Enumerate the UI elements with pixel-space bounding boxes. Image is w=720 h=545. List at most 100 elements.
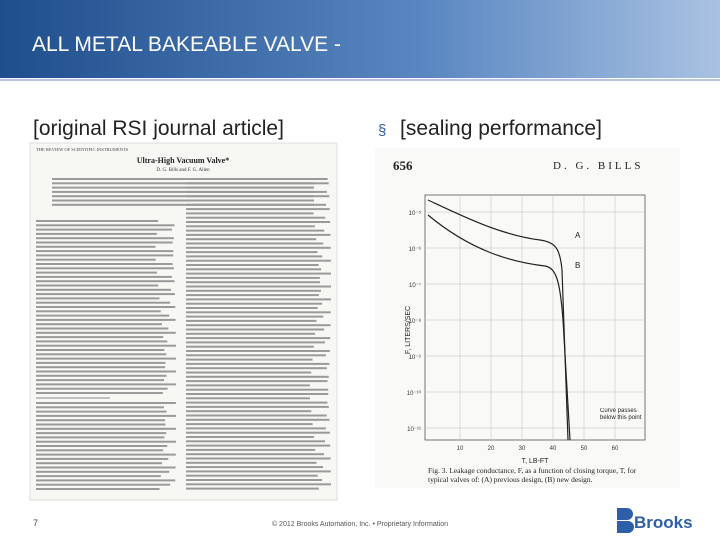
- text-line: [36, 462, 163, 465]
- text-line: [36, 366, 166, 369]
- text-line: [186, 388, 329, 391]
- text-line: [186, 453, 325, 456]
- text-line: [186, 384, 310, 387]
- text-line: [36, 267, 174, 270]
- text-line: [36, 288, 172, 291]
- text-line: [186, 393, 329, 395]
- text-line: [36, 327, 169, 330]
- text-line: [36, 228, 172, 231]
- slide-title: ALL METAL BAKEABLE VALVE -: [32, 33, 341, 56]
- text-line: [186, 285, 331, 288]
- text-line: [36, 436, 165, 439]
- text-line: [36, 379, 165, 382]
- page-number: 656: [393, 158, 413, 173]
- text-line: [186, 350, 330, 352]
- y-tick-label: 10⁻⁵: [409, 210, 422, 217]
- text-line: [52, 199, 314, 202]
- text-line: [186, 246, 331, 249]
- text-line: [186, 410, 312, 413]
- text-line: [186, 294, 319, 297]
- x-tick-label: 60: [612, 446, 619, 452]
- slide-number: 7: [33, 518, 38, 528]
- text-line: [186, 332, 316, 335]
- text-line: [186, 259, 331, 262]
- text-line: [186, 289, 321, 292]
- text-line: [186, 298, 331, 301]
- text-line: [36, 245, 156, 248]
- text-line: [36, 419, 166, 422]
- text-line: [186, 337, 331, 340]
- text-line: [52, 182, 314, 185]
- text-line: [186, 229, 325, 232]
- text-line: [186, 401, 328, 404]
- text-line: [36, 297, 160, 300]
- text-line: [186, 216, 326, 219]
- text-line: [36, 479, 176, 482]
- left-caption: [original RSI journal article]: [33, 117, 284, 140]
- right-caption: [sealing performance]: [400, 117, 602, 140]
- curve-a: [427, 199, 569, 441]
- text-line: [186, 375, 329, 378]
- running-head: D. G. BILLS: [553, 160, 643, 172]
- text-line: [186, 208, 330, 211]
- text-line: [36, 361, 166, 364]
- text-line: [36, 224, 175, 227]
- text-line: [36, 432, 167, 435]
- text-line: [186, 345, 314, 348]
- text-line: [186, 427, 326, 430]
- text-line: [36, 475, 161, 478]
- text-line: [36, 453, 176, 456]
- text-line: [52, 190, 314, 193]
- text-line: [36, 336, 164, 339]
- text-line: [186, 268, 322, 271]
- text-line: [36, 301, 171, 304]
- text-line: [186, 358, 313, 361]
- text-line: [186, 380, 328, 383]
- text-line: [186, 324, 331, 327]
- figure-page: [375, 148, 680, 488]
- text-line: [36, 392, 163, 394]
- text-line: [186, 423, 313, 426]
- text-line: [36, 449, 164, 452]
- text-line: [186, 319, 317, 322]
- text-line: [36, 427, 176, 430]
- text-line: [36, 254, 174, 257]
- text-line: [36, 457, 169, 460]
- logo-text: Brooks: [634, 513, 693, 532]
- text-line: [186, 457, 331, 460]
- curve-label: B: [575, 261, 580, 270]
- x-tick-label: 30: [519, 446, 526, 452]
- text-line: [186, 328, 325, 331]
- text-line: [36, 402, 176, 404]
- text-line: [52, 186, 314, 189]
- header-bar: [0, 0, 720, 78]
- text-line: [186, 199, 313, 202]
- text-line: [186, 414, 327, 417]
- y-axis-label: F, LITERS/SEC: [405, 306, 412, 354]
- annotation-box: Curve passes below this point: [600, 408, 641, 421]
- x-tick-label: 20: [488, 446, 495, 452]
- text-line: [186, 371, 312, 374]
- text-line: [36, 263, 173, 265]
- text-line: [36, 318, 176, 321]
- x-axis-label: T, LB-FT: [522, 458, 550, 465]
- text-line: [186, 444, 331, 447]
- text-line: [186, 431, 330, 434]
- text-line: [36, 410, 167, 413]
- caption-box: Fig. 3. Leakage conductance, F, as a fun…: [428, 466, 636, 484]
- text-line: [186, 487, 319, 490]
- text-line: [186, 182, 329, 185]
- text-line: [186, 405, 329, 408]
- text-line: [36, 344, 176, 347]
- logo: Brooks: [617, 508, 693, 533]
- text-line: [36, 357, 176, 360]
- text-line: [186, 281, 321, 284]
- text-line: [36, 250, 174, 253]
- text-line: [186, 225, 315, 228]
- bullet: §: [378, 122, 386, 139]
- text-line: [36, 284, 159, 287]
- plot-grid: 10⁻⁵ 10⁻⁶ 10⁻⁷ 10⁻⁸ 10⁻⁹ 10⁻¹⁰ 10⁻¹¹ 10 20 30 40 50…: [407, 195, 645, 452]
- text-line: [186, 418, 330, 421]
- text-line: [186, 195, 330, 198]
